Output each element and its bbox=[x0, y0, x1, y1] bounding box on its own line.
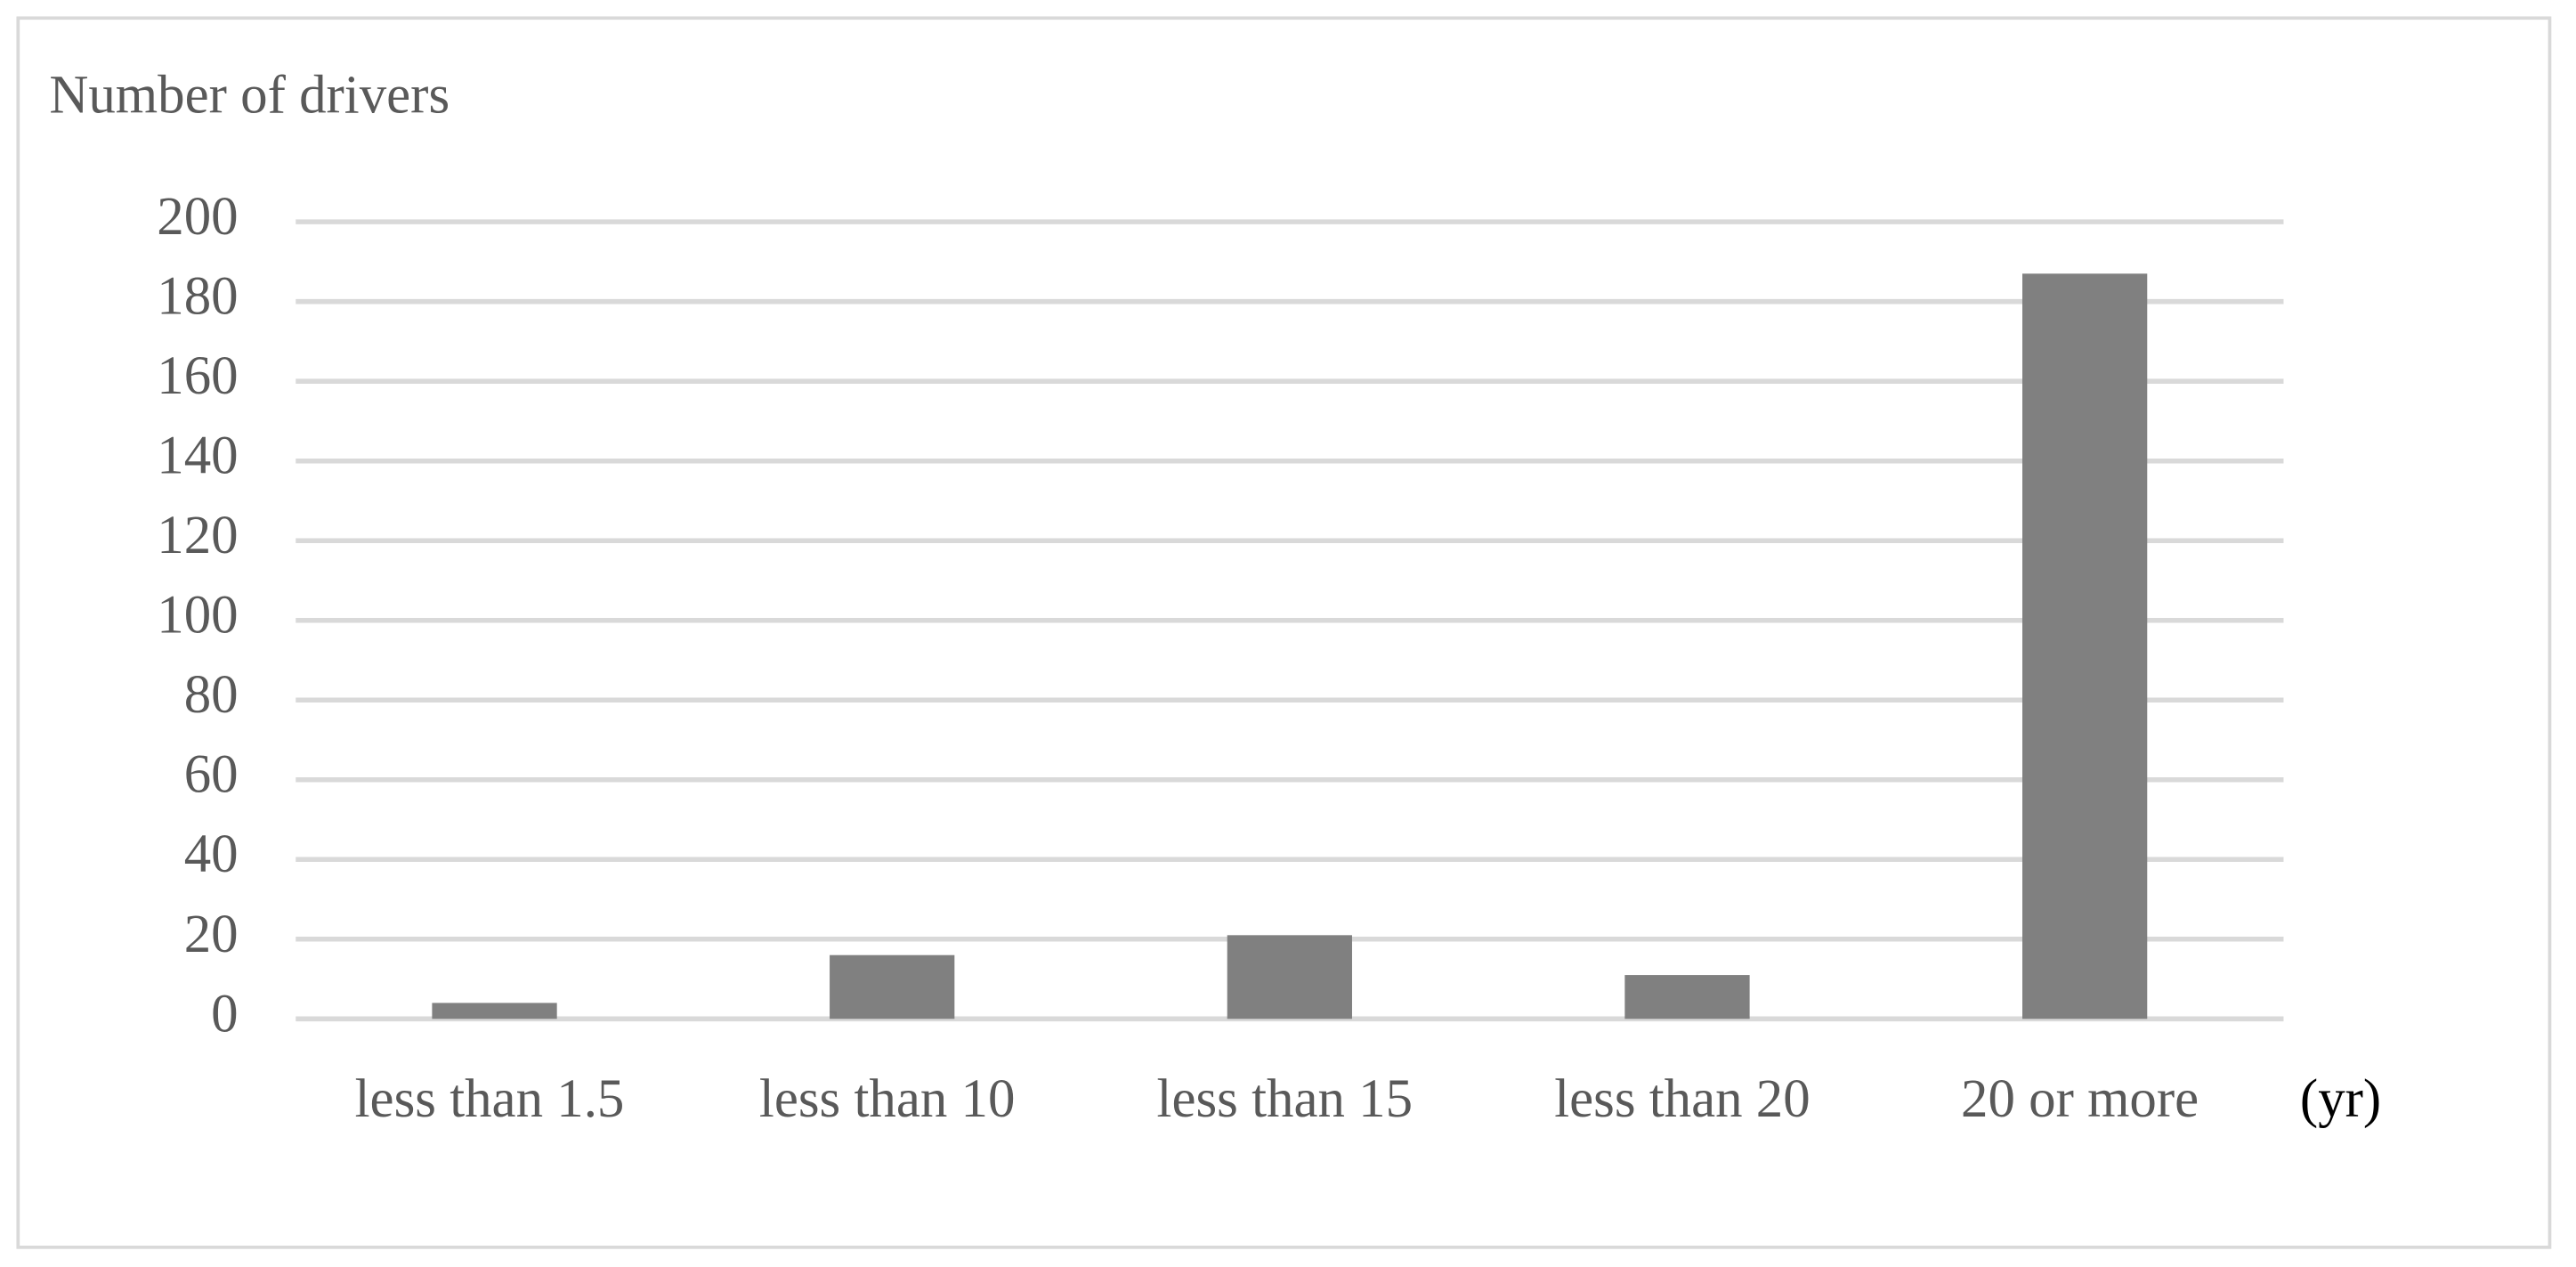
bar bbox=[432, 1003, 557, 1019]
y-tick-label: 120 bbox=[157, 506, 238, 565]
chart-frame bbox=[16, 16, 2552, 1249]
x-tick-label: less than 10 bbox=[759, 1069, 1016, 1129]
x-tick-label: less than 1.5 bbox=[355, 1069, 625, 1129]
y-tick-label: 60 bbox=[184, 745, 239, 805]
y-tick-label: 20 bbox=[184, 905, 239, 964]
y-tick-label: 0 bbox=[211, 984, 238, 1044]
y-tick-label: 140 bbox=[157, 426, 238, 486]
x-axis-title: (yr) bbox=[2300, 1069, 2381, 1129]
y-tick-label: 100 bbox=[157, 586, 238, 646]
x-tick-label: less than 20 bbox=[1554, 1069, 1810, 1129]
x-tick-label: less than 15 bbox=[1157, 1069, 1414, 1129]
bar bbox=[830, 954, 955, 1019]
y-tick-label: 180 bbox=[157, 267, 238, 327]
y-tick-label: 40 bbox=[184, 824, 239, 884]
bar bbox=[1624, 975, 1750, 1019]
y-tick-label: 200 bbox=[157, 187, 238, 247]
y-tick-label: 160 bbox=[157, 346, 238, 406]
y-axis-title: Number of drivers bbox=[49, 66, 450, 126]
bar bbox=[1227, 935, 1352, 1019]
x-tick-label: 20 or more bbox=[1961, 1069, 2199, 1129]
y-tick-label: 80 bbox=[184, 665, 239, 725]
bar bbox=[2022, 273, 2148, 1019]
